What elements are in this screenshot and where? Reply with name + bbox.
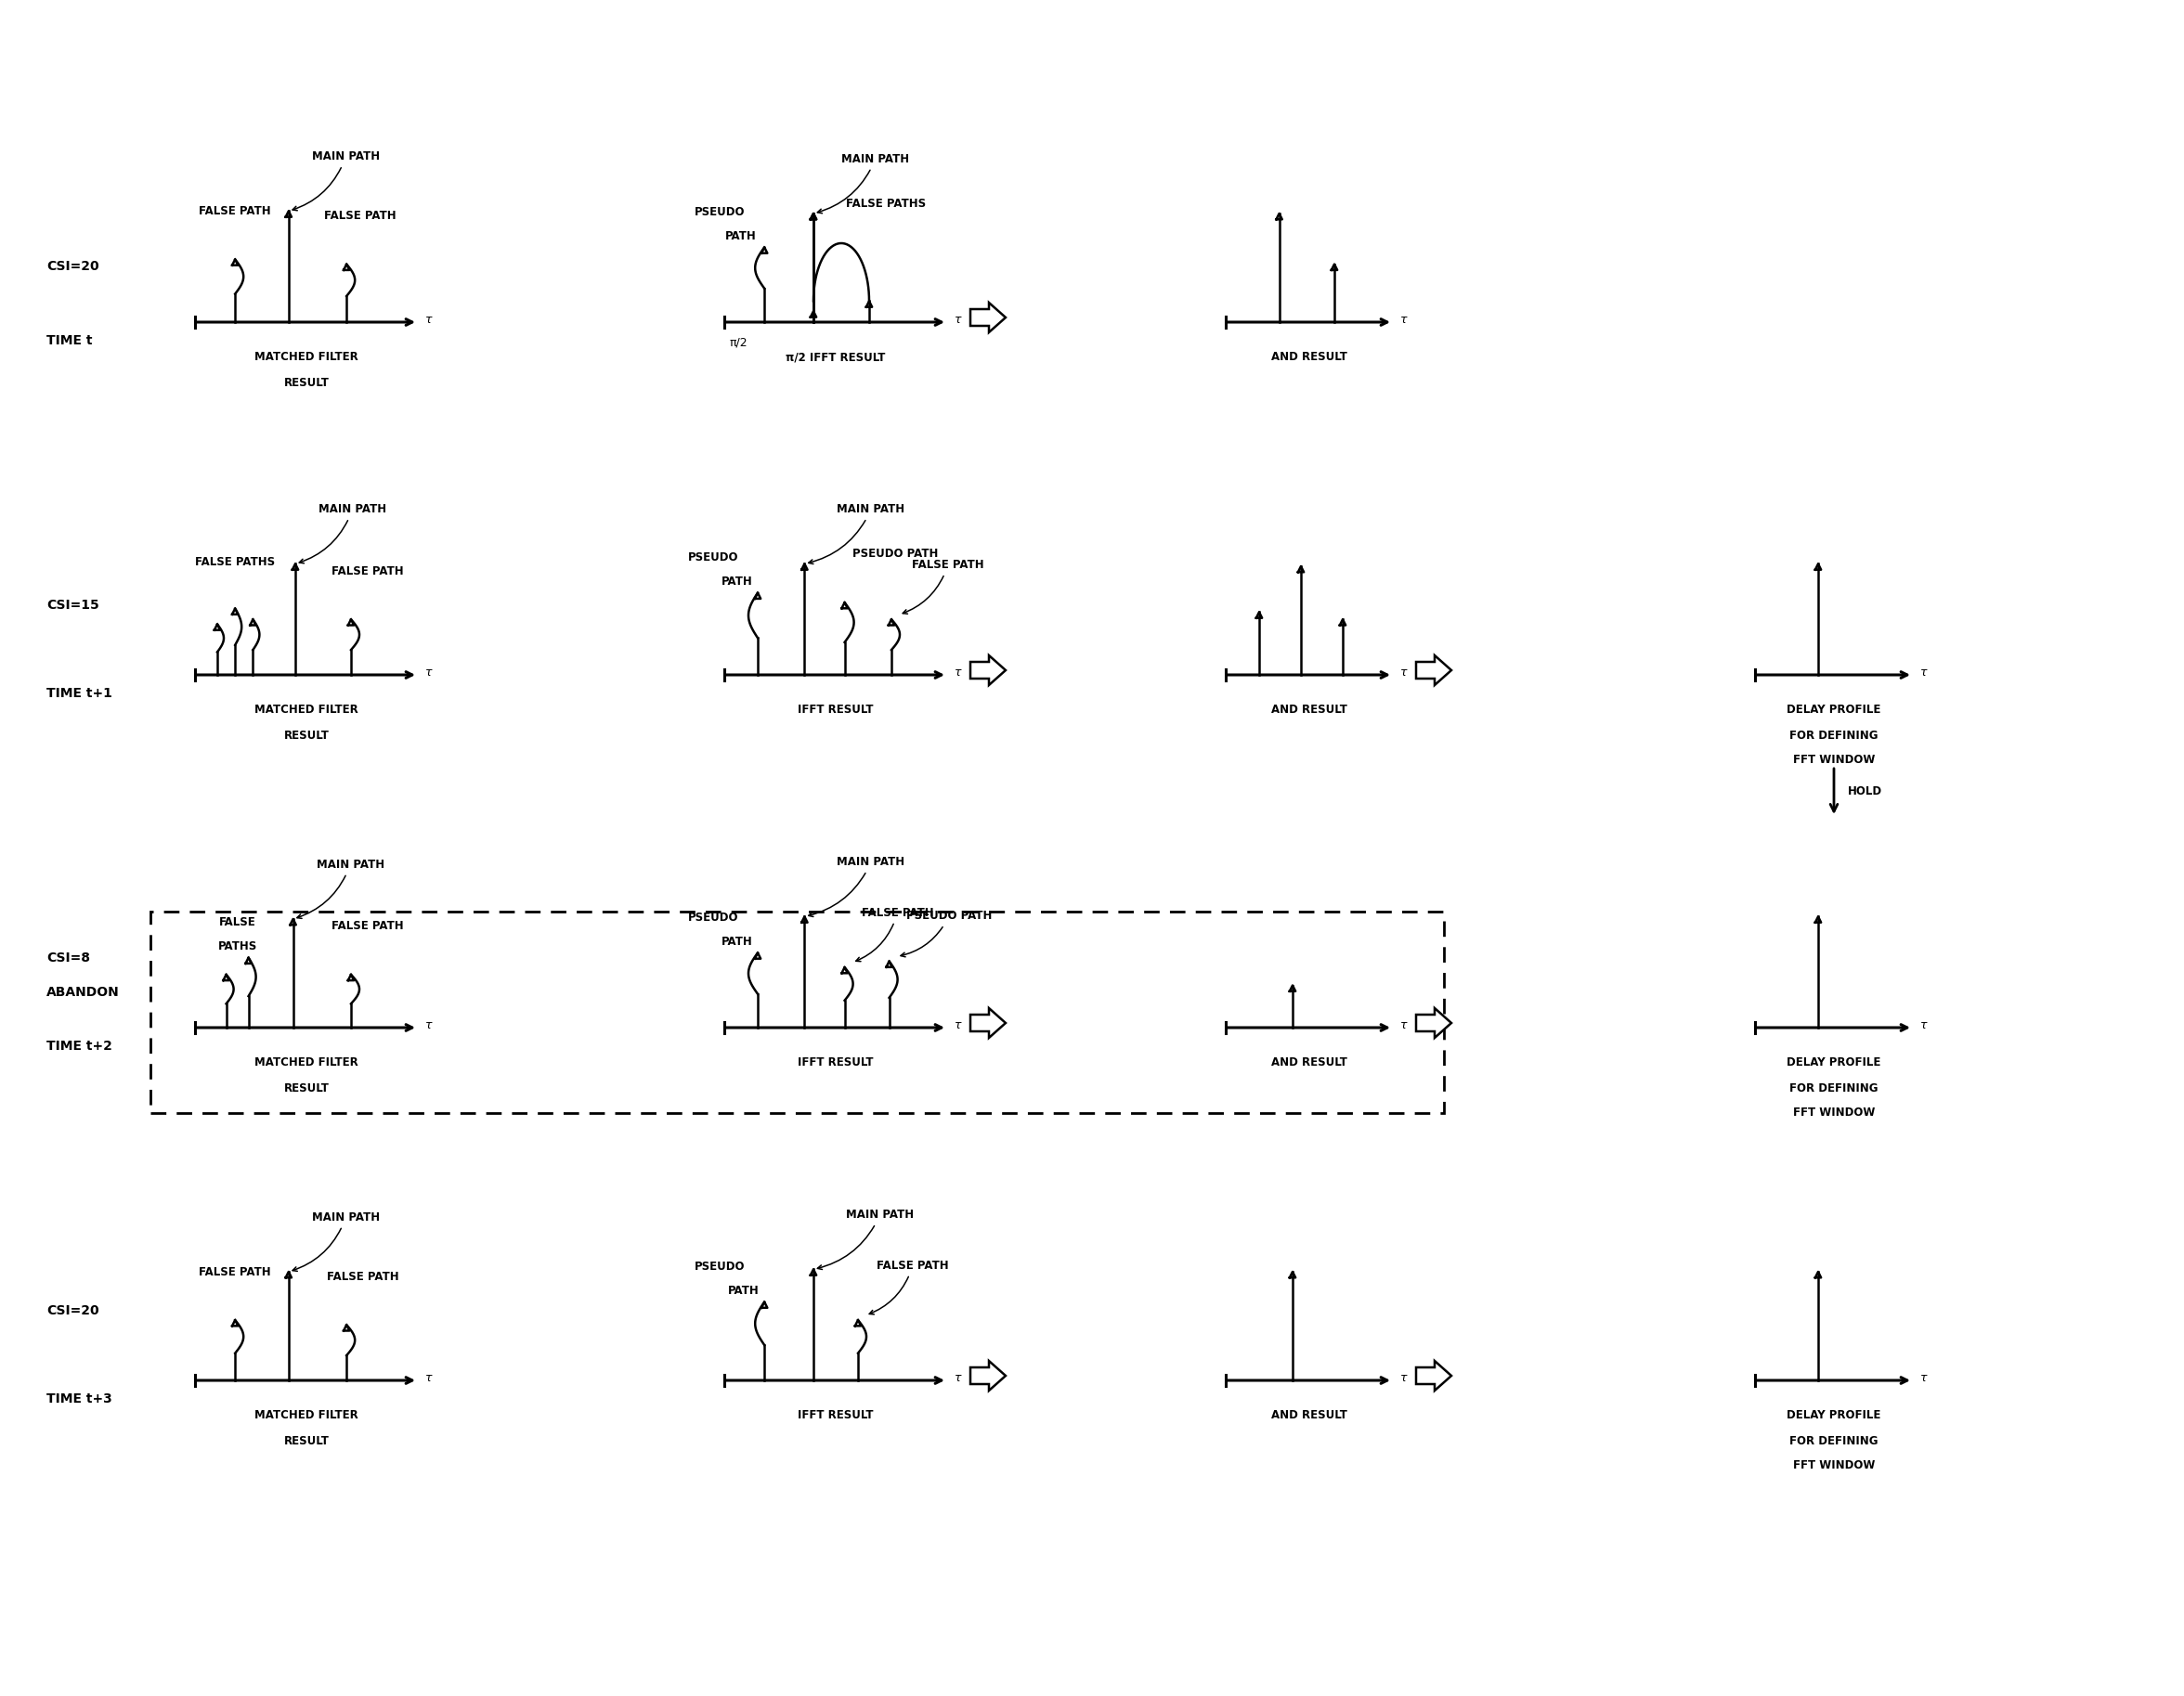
Text: τ: τ bbox=[1920, 1019, 1926, 1031]
Text: IFFT RESULT: IFFT RESULT bbox=[797, 1057, 874, 1068]
Text: TIME t: TIME t bbox=[46, 334, 92, 348]
Text: FFT WINDOW: FFT WINDOW bbox=[1793, 755, 1874, 767]
Text: π/2 IFFT RESULT: π/2 IFFT RESULT bbox=[786, 351, 885, 363]
Text: TIME t+1: TIME t+1 bbox=[46, 687, 111, 700]
Text: DELAY PROFILE: DELAY PROFILE bbox=[1787, 1409, 1880, 1421]
Text: PATH: PATH bbox=[721, 575, 753, 589]
Text: RESULT: RESULT bbox=[284, 729, 330, 741]
Text: τ: τ bbox=[426, 314, 432, 326]
FancyArrow shape bbox=[970, 655, 1005, 685]
Text: PSEUDO: PSEUDO bbox=[695, 205, 745, 219]
Text: FOR DEFINING: FOR DEFINING bbox=[1789, 1082, 1878, 1094]
Text: FALSE PATH: FALSE PATH bbox=[199, 1265, 271, 1277]
Text: RESULT: RESULT bbox=[284, 1435, 330, 1447]
Text: FOR DEFINING: FOR DEFINING bbox=[1789, 1435, 1878, 1447]
Text: FFT WINDOW: FFT WINDOW bbox=[1793, 1460, 1874, 1472]
Text: CSI=20: CSI=20 bbox=[46, 1304, 98, 1318]
Text: τ: τ bbox=[426, 667, 432, 678]
Text: CSI=15: CSI=15 bbox=[46, 599, 98, 612]
Text: MAIN PATH: MAIN PATH bbox=[299, 504, 387, 563]
Text: MAIN PATH: MAIN PATH bbox=[817, 153, 909, 214]
Text: τ: τ bbox=[1400, 314, 1406, 326]
Text: IFFT RESULT: IFFT RESULT bbox=[797, 704, 874, 716]
Text: τ: τ bbox=[1400, 667, 1406, 678]
Text: FOR DEFINING: FOR DEFINING bbox=[1789, 729, 1878, 741]
Text: τ: τ bbox=[1400, 1372, 1406, 1384]
FancyArrow shape bbox=[970, 1360, 1005, 1391]
Text: MATCHED FILTER: MATCHED FILTER bbox=[256, 704, 358, 716]
Text: τ: τ bbox=[1920, 667, 1926, 678]
Text: FALSE PATH: FALSE PATH bbox=[332, 565, 404, 577]
Text: MAIN PATH: MAIN PATH bbox=[817, 1209, 913, 1269]
Text: FALSE PATH: FALSE PATH bbox=[869, 1260, 948, 1314]
FancyArrow shape bbox=[1415, 1007, 1452, 1038]
Text: HOLD: HOLD bbox=[1848, 785, 1883, 797]
Text: τ: τ bbox=[954, 667, 961, 678]
Text: PSEUDO: PSEUDO bbox=[688, 551, 738, 563]
Text: MAIN PATH: MAIN PATH bbox=[293, 151, 380, 210]
Text: MAIN PATH: MAIN PATH bbox=[297, 858, 384, 919]
Text: MAIN PATH: MAIN PATH bbox=[808, 856, 904, 918]
Text: τ: τ bbox=[1920, 1372, 1926, 1384]
Text: ABANDON: ABANDON bbox=[46, 985, 120, 999]
Text: AND RESULT: AND RESULT bbox=[1271, 1409, 1348, 1421]
Text: PATH: PATH bbox=[727, 1286, 760, 1297]
Text: MATCHED FILTER: MATCHED FILTER bbox=[256, 1409, 358, 1421]
Text: τ: τ bbox=[954, 1372, 961, 1384]
Text: PSEUDO PATH: PSEUDO PATH bbox=[900, 911, 992, 957]
Text: FALSE PATH: FALSE PATH bbox=[325, 210, 397, 222]
Text: FALSE PATH: FALSE PATH bbox=[328, 1270, 400, 1282]
Text: τ: τ bbox=[954, 314, 961, 326]
Text: FALSE: FALSE bbox=[218, 916, 256, 928]
FancyArrow shape bbox=[970, 302, 1005, 332]
Text: τ: τ bbox=[426, 1372, 432, 1384]
Text: IFFT RESULT: IFFT RESULT bbox=[797, 1409, 874, 1421]
Text: TIME t+2: TIME t+2 bbox=[46, 1040, 111, 1053]
FancyArrow shape bbox=[1415, 1360, 1452, 1391]
Text: FFT WINDOW: FFT WINDOW bbox=[1793, 1107, 1874, 1119]
Text: AND RESULT: AND RESULT bbox=[1271, 1057, 1348, 1068]
Text: FALSE PATH: FALSE PATH bbox=[332, 921, 404, 933]
Text: PATH: PATH bbox=[725, 231, 758, 243]
Text: RESULT: RESULT bbox=[284, 1082, 330, 1094]
Text: TIME t+3: TIME t+3 bbox=[46, 1392, 111, 1406]
Text: τ: τ bbox=[954, 1019, 961, 1031]
Text: MAIN PATH: MAIN PATH bbox=[808, 504, 904, 565]
FancyArrow shape bbox=[970, 1007, 1005, 1038]
Text: FALSE PATH: FALSE PATH bbox=[902, 560, 985, 614]
Text: RESULT: RESULT bbox=[284, 377, 330, 388]
Text: PATHS: PATHS bbox=[218, 941, 258, 953]
Text: PSEUDO: PSEUDO bbox=[688, 911, 738, 924]
Text: CSI=8: CSI=8 bbox=[46, 951, 90, 965]
Text: PSEUDO: PSEUDO bbox=[695, 1260, 745, 1272]
Text: AND RESULT: AND RESULT bbox=[1271, 351, 1348, 363]
Text: π/2: π/2 bbox=[729, 336, 747, 349]
Text: MATCHED FILTER: MATCHED FILTER bbox=[256, 351, 358, 363]
Bar bbox=[151, 911, 1444, 1113]
FancyArrow shape bbox=[1415, 655, 1452, 685]
Text: FALSE PATHS: FALSE PATHS bbox=[845, 198, 926, 210]
Text: MATCHED FILTER: MATCHED FILTER bbox=[256, 1057, 358, 1068]
Text: FALSE PATH: FALSE PATH bbox=[199, 205, 271, 217]
Text: FALSE PATH: FALSE PATH bbox=[856, 907, 933, 962]
Text: AND RESULT: AND RESULT bbox=[1271, 704, 1348, 716]
Text: τ: τ bbox=[1400, 1019, 1406, 1031]
Text: MAIN PATH: MAIN PATH bbox=[293, 1211, 380, 1272]
Text: DELAY PROFILE: DELAY PROFILE bbox=[1787, 704, 1880, 716]
Text: DELAY PROFILE: DELAY PROFILE bbox=[1787, 1057, 1880, 1068]
Text: PSEUDO PATH: PSEUDO PATH bbox=[852, 548, 937, 560]
Text: CSI=20: CSI=20 bbox=[46, 259, 98, 273]
Text: PATH: PATH bbox=[721, 936, 753, 948]
Text: FALSE PATHS: FALSE PATHS bbox=[194, 556, 275, 568]
Text: τ: τ bbox=[426, 1019, 432, 1031]
